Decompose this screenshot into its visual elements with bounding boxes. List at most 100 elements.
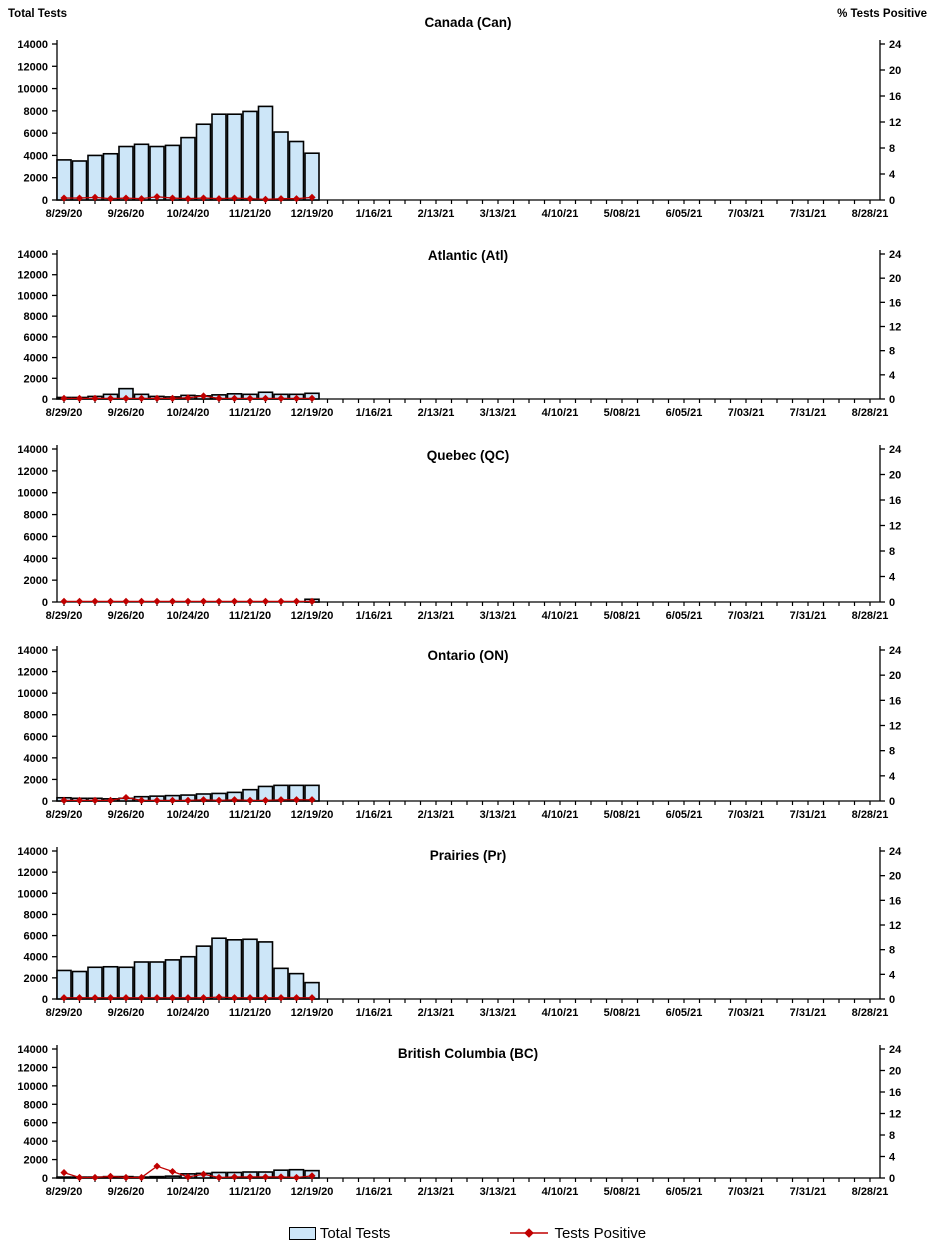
charts-container: Canada (Can) Total Tests % Tests Positive 0… [8,8,927,1198]
left-tick-label: 0 [42,1173,48,1185]
left-tick-label: 4000 [24,952,48,964]
right-tick-label: 8 [889,346,895,358]
right-tick-label: 8 [889,546,895,558]
left-tick-label: 6000 [24,931,48,943]
x-tick-label: 8/28/21 [852,809,889,821]
x-tick-label: 8/29/20 [46,610,83,622]
chart-panel-british-columbia-bc: British Columbia (BC) 0 2000 4000 6000 8000 10… [17,1044,902,1198]
left-tick-label: 8000 [24,106,48,118]
left-tick-label: 14000 [17,39,48,51]
tests-positive-marker-icon [510,1228,549,1238]
x-tick-label: 2/13/21 [418,208,455,220]
left-tick-label: 6000 [24,531,48,543]
right-tick-label: 8 [889,143,895,155]
x-tick-label: 4/10/21 [542,407,579,419]
left-tick-label: 12000 [17,466,48,478]
legend-label-tests-positive: Tests Positive [554,1224,647,1242]
x-tick-label: 1/16/21 [356,1186,393,1198]
left-tick-label: 6000 [24,1118,48,1130]
left-tick-label: 10000 [17,84,48,96]
left-tick-label: 8000 [24,1099,48,1111]
x-axis: 8/29/20 9/26/20 10/24/20 11/21/20 12/19/20 1/… [46,399,889,419]
x-tick-label: 7/03/21 [728,407,765,419]
left-tick-label: 0 [42,394,48,406]
x-tick-label: 3/13/21 [480,1007,517,1019]
panel-title: Prairies (Pr) [430,848,507,863]
left-tick-label: 12000 [17,667,48,679]
x-axis: 8/29/20 9/26/20 10/24/20 11/21/20 12/19/20 1/… [46,200,888,220]
x-tick-label: 12/19/20 [291,1007,334,1019]
left-axis: 0 2000 4000 6000 8000 10000 12000 14000 [17,846,57,1006]
chart-panel-ontario-on: Ontario (ON) 0 2000 4000 6000 8000 10000 12000 1… [17,645,902,821]
left-tick-label: 4000 [24,1136,48,1148]
x-tick-label: 5/08/21 [604,610,641,622]
x-tick-label: 5/08/21 [604,809,641,821]
left-tick-label: 10000 [17,290,48,302]
left-tick-label: 8000 [24,510,48,522]
x-tick-label: 8/29/20 [46,1007,83,1019]
left-tick-label: 0 [42,796,48,808]
right-tick-label: 20 [889,470,901,482]
right-tick-label: 4 [889,370,896,382]
right-tick-label: 0 [889,195,895,207]
right-tick-label: 16 [889,695,901,707]
tests-positive-line [60,993,316,1002]
right-tick-label: 0 [889,597,895,609]
right-axis: 0 4 8 12 16 20 24 [880,1044,902,1185]
axis-frame [56,1045,881,1179]
left-axis: 0 2000 4000 6000 8000 10000 12000 14000 [17,645,57,808]
x-tick-label: 3/13/21 [480,809,517,821]
left-tick-label: 4000 [24,150,48,162]
tests-positive-line [60,597,316,605]
x-tick-label: 8/29/20 [46,809,83,821]
left-tick-label: 6000 [24,128,48,140]
left-tick-label: 4000 [24,553,48,565]
left-tick-label: 14000 [17,444,48,456]
left-tick-label: 2000 [24,774,48,786]
right-tick-label: 12 [889,521,901,533]
total-tests-bars [56,937,320,1000]
right-axis: 0 4 8 12 16 20 24 [880,39,902,207]
left-tick-label: 4000 [24,753,48,765]
x-tick-label: 7/31/21 [790,1007,827,1019]
right-tick-label: 16 [889,495,901,507]
x-tick-label: 8/29/20 [46,407,83,419]
left-tick-label: 2000 [24,1155,48,1167]
x-tick-label: 7/31/21 [790,208,827,220]
panel-title: Quebec (QC) [427,448,510,463]
x-tick-label: 8/28/21 [852,610,889,622]
left-axis: 0 2000 4000 6000 8000 10000 12000 14000 [17,249,57,406]
left-tick-label: 14000 [17,846,48,858]
x-tick-label: 5/08/21 [604,1007,641,1019]
x-tick-label: 12/19/20 [291,407,334,419]
x-tick-label: 1/16/21 [356,809,393,821]
left-tick-label: 12000 [17,61,48,73]
left-tick-label: 12000 [17,867,48,879]
panel-title: Ontario (ON) [428,648,509,663]
right-tick-label: 0 [889,796,895,808]
legend-item-tests-positive: Tests Positive [508,1225,646,1242]
left-tick-label: 12000 [17,1062,48,1074]
left-tick-label: 2000 [24,973,48,985]
x-tick-label: 11/21/20 [229,1186,271,1198]
x-tick-label: 4/10/21 [542,1186,579,1198]
left-tick-label: 14000 [17,249,48,261]
x-tick-label: 10/24/20 [167,1007,210,1019]
panel-title: Atlantic (Atl) [428,248,508,263]
x-tick-label: 9/26/20 [108,407,145,419]
left-tick-label: 8000 [24,311,48,323]
left-tick-label: 14000 [17,1044,48,1056]
x-tick-label: 3/13/21 [480,407,517,419]
left-tick-label: 10000 [17,888,48,900]
right-tick-label: 20 [889,871,901,883]
x-tick-label: 8/28/21 [852,407,889,419]
x-tick-label: 9/26/20 [108,1007,145,1019]
right-tick-label: 24 [889,249,902,261]
x-tick-label: 12/19/20 [291,610,334,622]
axis-frame [56,445,881,603]
right-axis: 0 4 8 12 16 20 24 [880,444,902,609]
x-tick-label: 2/13/21 [418,610,455,622]
x-tick-label: 7/31/21 [790,407,827,419]
right-tick-label: 24 [889,444,902,456]
left-tick-label: 4000 [24,353,48,365]
